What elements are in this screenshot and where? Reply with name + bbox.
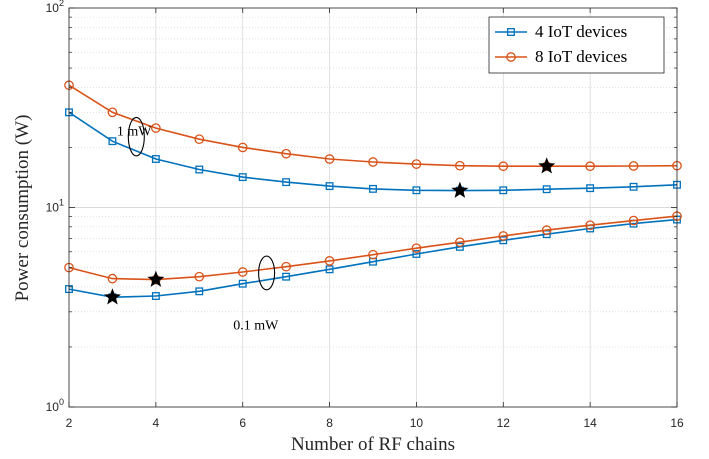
data-point-circle — [281, 261, 291, 272]
data-point-square — [151, 292, 160, 300]
x-tick-label: 14 — [583, 416, 597, 430]
annotation-label: 0.1 mW — [233, 318, 279, 333]
x-tick-label: 4 — [153, 416, 160, 430]
series-line — [68, 84, 678, 167]
optimal-point-star — [147, 270, 165, 287]
data-point-circle — [151, 123, 161, 133]
series-line — [68, 111, 678, 192]
data-point-square — [238, 173, 247, 182]
optimal-point-star — [451, 181, 469, 198]
data-point-square — [238, 279, 247, 288]
data-point-circle — [107, 107, 118, 118]
data-point-circle — [585, 220, 595, 231]
x-tick-label: 2 — [66, 416, 73, 430]
data-point-circle — [237, 142, 248, 153]
x-tick-label: 16 — [670, 416, 684, 430]
y-tick-label: 102 — [46, 0, 64, 15]
data-point-circle — [194, 134, 205, 145]
data-point-square — [108, 137, 117, 146]
data-point-circle — [585, 161, 595, 172]
group-ellipse — [258, 255, 276, 291]
data-point-square — [499, 236, 508, 245]
data-point-circle — [107, 273, 118, 284]
legend: 4 IoT devices 8 IoT devices — [488, 16, 665, 74]
data-point-square — [195, 165, 204, 174]
data-point-circle — [628, 161, 639, 171]
y-axis-label: Power consumption (W) — [12, 115, 33, 302]
optimal-point-star — [538, 157, 556, 174]
legend-label: 8 IoT devices — [535, 47, 627, 66]
data-point-circle — [628, 215, 639, 226]
data-point-square — [542, 185, 551, 194]
data-point-square — [455, 242, 464, 251]
annotation-layer: 1 mW 0.1 mW — [103, 116, 556, 333]
data-point-circle — [498, 161, 509, 172]
data-point-circle — [324, 256, 335, 266]
data-point-square — [195, 287, 204, 296]
data-point-square — [412, 186, 421, 195]
data-point-square — [499, 186, 508, 195]
x-tick-label: 6 — [239, 416, 246, 430]
data-point-square — [412, 250, 421, 258]
series-line — [68, 215, 678, 281]
data-point-circle — [498, 231, 509, 241]
data-point-circle — [455, 237, 465, 248]
data-point-square — [629, 182, 638, 191]
data-point-circle — [194, 271, 205, 282]
legend-label: 4 IoT devices — [535, 22, 627, 41]
y-tick-label: 100 — [46, 397, 64, 414]
group-ellipse — [127, 116, 145, 157]
legend-marker-square — [507, 28, 515, 36]
data-point-square — [325, 265, 334, 274]
data-point-circle — [368, 249, 378, 260]
data-point-circle — [237, 267, 248, 277]
axis-ticks: 2 4 6 8 10 12 14 16 100 101 102 — [46, 0, 684, 430]
data-point-square — [369, 184, 377, 193]
data-point-square — [151, 155, 160, 163]
x-tick-label: 8 — [326, 416, 333, 430]
data-point-square — [282, 178, 291, 187]
y-tick-label: 101 — [46, 198, 64, 215]
data-point-square — [586, 184, 595, 193]
data-point-circle — [324, 154, 335, 164]
data-point-circle — [281, 148, 291, 159]
x-tick-label: 10 — [410, 416, 424, 430]
data-point-circle — [455, 160, 465, 171]
legend-marker-circle — [506, 52, 516, 62]
data-point-circle — [368, 157, 378, 167]
x-tick-label: 12 — [497, 416, 511, 430]
data-point-circle — [411, 243, 422, 254]
legend-box — [488, 16, 665, 74]
series-layer — [64, 80, 682, 302]
annotation-label: 1 mW — [117, 124, 152, 139]
optimal-point-star — [103, 288, 121, 305]
data-point-circle — [411, 159, 422, 169]
data-point-square — [325, 182, 334, 191]
x-axis-label: Number of RF chains — [291, 434, 455, 455]
series-line — [68, 218, 678, 299]
data-point-square — [282, 272, 291, 281]
data-point-circle — [541, 225, 552, 235]
